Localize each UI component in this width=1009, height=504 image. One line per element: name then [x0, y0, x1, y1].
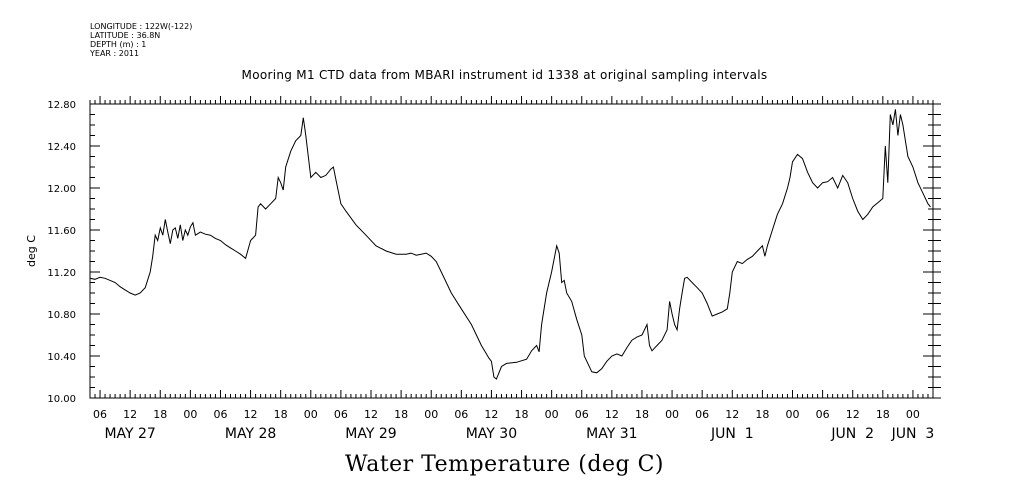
x-hour-label: 06	[454, 408, 468, 421]
latitude-label: LATITUDE : 36.8N	[90, 31, 161, 40]
depth-label: DEPTH (m) : 1	[90, 40, 147, 49]
x-hour-label: 12	[123, 408, 137, 421]
x-hour-label: 12	[725, 408, 739, 421]
x-date-label: MAY 30	[466, 426, 517, 442]
water-temperature-line	[89, 109, 931, 380]
x-hour-label: 18	[876, 408, 890, 421]
y-tick-label: 11.60	[47, 226, 76, 237]
x-hour-label: 12	[484, 408, 498, 421]
x-hour-label: 06	[816, 408, 830, 421]
y-tick-label: 10.80	[47, 310, 76, 321]
year-label: YEAR : 2011	[90, 49, 140, 58]
plot-frame	[89, 103, 934, 399]
x-hour-label: 00	[424, 408, 438, 421]
x-hour-label: 18	[153, 408, 167, 421]
y-tick-label: 12.00	[47, 184, 76, 195]
x-date-label: MAY 27	[104, 426, 155, 442]
y-tick-label: 10.00	[47, 394, 76, 405]
x-axis-title: Water Temperature (deg C)	[345, 452, 664, 477]
x-date-label: MAY 31	[586, 426, 637, 442]
y-tick-label: 11.20	[47, 268, 76, 279]
x-hour-label: 00	[545, 408, 559, 421]
y-tick-label: 12.40	[47, 142, 76, 153]
x-hour-label: 00	[665, 408, 679, 421]
x-hour-label: 12	[605, 408, 619, 421]
x-hour-label: 06	[93, 408, 107, 421]
x-hour-label: 12	[846, 408, 860, 421]
x-hour-label: 12	[364, 408, 378, 421]
chart-area: deg C 10.00 10.40 10.80 11.20 11.60 12.00 12.4…	[25, 96, 941, 442]
x-date-label: MAY 29	[345, 426, 396, 442]
x-date-label: JUN 2	[830, 426, 874, 442]
y-axis: 10.00 10.40 10.80 11.20 11.60 12.00 12.40 12.80	[47, 100, 941, 405]
x-hour-label: 12	[244, 408, 258, 421]
x-date-label: MAY 28	[225, 426, 276, 442]
x-hour-label: 00	[183, 408, 197, 421]
x-hour-label: 18	[635, 408, 649, 421]
y-axis-label: deg C	[25, 235, 38, 267]
x-hour-label: 18	[755, 408, 769, 421]
x-hour-label: 06	[695, 408, 709, 421]
x-hour-label: 06	[575, 408, 589, 421]
y-tick-label: 10.40	[47, 352, 76, 363]
x-hour-label: 00	[906, 408, 920, 421]
x-date-label: JUN 1	[710, 426, 754, 442]
x-hour-label: 00	[786, 408, 800, 421]
x-axis: 06 12 18 00 06 12 18 00 06 12 18 00 06 12 18 00 06 12 18 00…	[89, 96, 935, 442]
x-hour-label: 18	[515, 408, 529, 421]
longitude-label: LONGITUDE : 122W(-122)	[90, 22, 193, 31]
y-tick-label: 12.80	[47, 100, 76, 111]
x-date-label: JUN 3	[891, 426, 935, 442]
metadata-block: LONGITUDE : 122W(-122) LATITUDE : 36.8N …	[90, 22, 192, 58]
chart-title: Mooring M1 CTD data from MBARI instrumen…	[241, 68, 768, 82]
x-hour-label: 18	[394, 408, 408, 421]
x-hour-label: 06	[213, 408, 227, 421]
x-hour-label: 06	[334, 408, 348, 421]
x-hour-label: 00	[304, 408, 318, 421]
x-hour-label: 18	[274, 408, 288, 421]
